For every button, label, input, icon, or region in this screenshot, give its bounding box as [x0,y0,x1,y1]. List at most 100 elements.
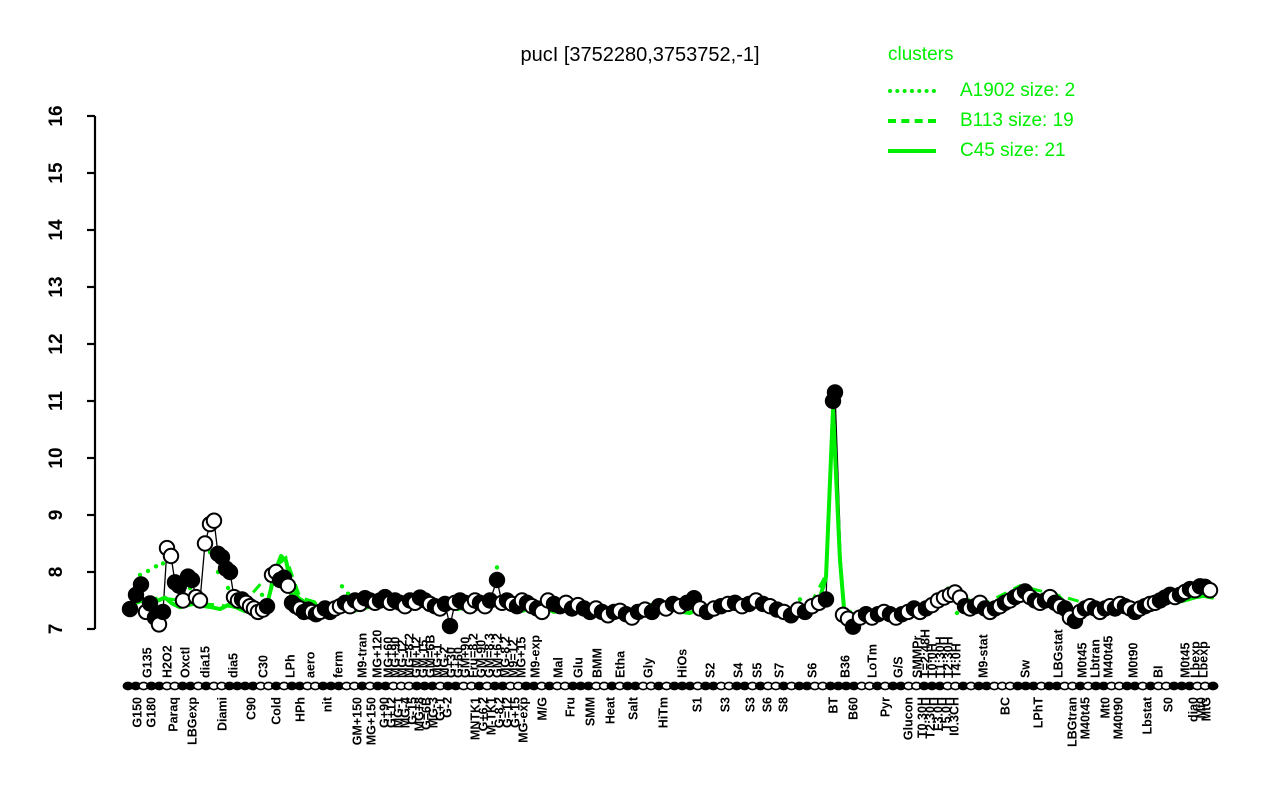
x-axis-label: G+15 [509,697,523,728]
x-axis-label: G-2 [441,697,455,718]
dashed-line-icon [888,119,936,123]
x-axis-label: G+6.2 [477,697,491,731]
y-tick-label: 8 [46,567,67,578]
filled-point [258,598,276,615]
legend-title: clusters [888,44,954,65]
x-axis-label: GM+12 [410,637,424,678]
x-axis-label: MNTK1 [469,697,483,740]
x-axis-label: Lbstat [1141,696,1155,734]
x-axis-label: S4 [732,663,746,678]
x-axis-label: B36 [839,655,853,678]
x-axis-label: T=2:48H [919,629,933,678]
x-axis-label: GM=6B [424,635,438,678]
x-axis-label: Pyr [879,697,893,717]
filled-point [488,571,506,589]
x-axis-label: MG-2 [438,647,452,678]
x-axis-label: M9=12 [507,639,521,678]
x-axis-label: M0t45 [1179,643,1193,678]
x-axis-label: Sw [1019,660,1033,678]
x-axis-label: dia5 [227,653,241,678]
y-tick-label: 9 [46,510,67,521]
legend-entry-c45: C45 size: 21 [888,136,1075,166]
x-axis-label: G+30 [445,647,459,678]
x-axis-label: F3.0H [932,697,946,731]
x-axis-label: T4:0H [950,643,964,678]
x-axis-label: Gly [642,658,656,678]
x-axis-label: Etha [614,650,628,678]
legend: clusters A1902 size: 2 B113 size: 19 C45… [888,44,1075,166]
y-tick-label: 10 [46,447,67,468]
x-axis-label: HPh [294,697,308,722]
x-axis-label: SMMPr [911,636,925,679]
x-axis-label: aero [304,651,318,678]
x-axis-label: S5 [751,663,765,678]
x-axis-label: MG-1 [392,697,406,728]
x-axis-label: S6 [761,697,775,712]
x-axis-label: S7 [773,663,787,678]
x-axis-label: Heat [604,696,618,724]
x-axis-label: BT [827,697,841,714]
x-axis-label: LBGtran [1066,697,1080,747]
x-axis-label: Oxctl [179,647,193,678]
open-point [1201,582,1219,599]
x-axis-label: G+12 [385,697,399,728]
x-axis-label: GM+6.2 [491,633,505,678]
x-axis-label: S8 [777,697,791,712]
x-axis-label: LBGstat [1052,629,1066,678]
x-axis-label: M-TK1 [485,697,499,735]
x-axis-label: MG+1 [431,644,445,678]
filled-point [441,617,459,635]
filled-point [121,600,139,618]
x-axis-label: G-15 [406,697,420,725]
x-axis-label: dia15 [199,646,213,678]
solid-line-icon [888,149,936,153]
x-axis-label: M9-tran [356,633,370,678]
x-axis-label: Mal [552,657,566,678]
x-axis-label: M9-stat [977,633,991,678]
x-axis-label: GM-15 [417,640,431,678]
x-axis-label: Glu [572,657,586,678]
x-axis-label: G=6B [420,697,434,730]
legend-label: A1902 size: 2 [960,80,1076,101]
x-axis-label: Diami [216,697,230,731]
x-axis-label: MG+8 [413,697,427,731]
y-tick-label: 13 [46,276,67,297]
filled-point [154,603,172,621]
x-axis-label: B60 [847,697,861,720]
x-axis-label: C90 [245,697,259,720]
x-axis-label: LPh [284,654,298,678]
x-axis-label: MtG [1200,697,1214,721]
x-axis-label: S1 [691,697,705,712]
open-point [191,592,209,609]
x-axis-label: SMM [584,697,598,726]
x-axis-label: MG-8.2 [499,636,513,678]
x-axis-label: Glucon [902,697,916,740]
x-axis-label: I0.3CH [948,697,962,736]
legend-label: B113 size: 19 [960,110,1074,131]
x-axis-label: HiTm [657,697,671,728]
legend-entry-a1902: A1902 size: 2 [888,76,1075,106]
open-point [196,535,214,552]
open-point [279,577,297,594]
x-axis-label: Mt0 [1195,697,1209,719]
x-axis-label: S2 [704,663,718,678]
filled-point [132,576,150,593]
gene-profile-markers [121,384,1219,635]
x-axis-label: G=12 [501,697,515,728]
x-axis-label: T5.0H [940,697,954,731]
x-axis-label: M0t90 [1127,643,1141,678]
y-tick-label: 14 [46,219,67,241]
x-axis-label: C30 [257,655,271,678]
filled-point [826,384,844,401]
x-axis-label: ferm [332,651,346,678]
x-axis-label: M40t90 [1112,697,1126,739]
x-axis-label: G+1 [434,697,448,721]
legend-label: C45 size: 21 [960,140,1066,161]
dotted-line-icon [888,89,936,93]
x-axis-label: BC [999,697,1013,715]
x-axis-label: BI [1152,666,1166,679]
x-labels-lower-row: G150 G180 Paraq LBGexp Diami C90 Cold HPh nit GM+… [131,696,1214,747]
filled-point [141,595,159,612]
x-axis-label: M40t45 [1079,697,1093,739]
